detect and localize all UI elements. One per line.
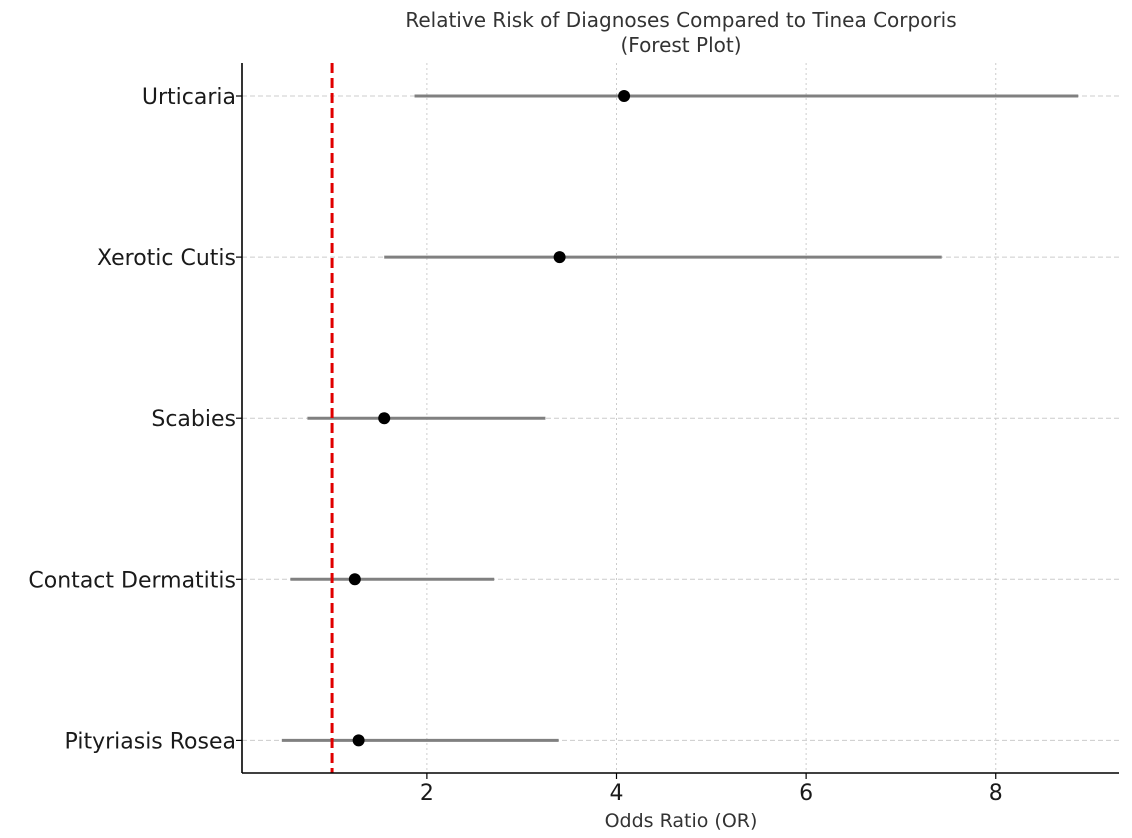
chart-title: Relative Risk of Diagnoses Compared to T… xyxy=(405,8,956,32)
tick-label-layer: Urticaria Xerotic Cutis Scabies Contact Der… xyxy=(28,85,1002,806)
point-scabies xyxy=(378,412,391,425)
x-tick-label-6: 6 xyxy=(799,781,813,806)
point-xerotic-cutis xyxy=(553,251,566,264)
point-layer xyxy=(348,90,631,747)
ci-layer xyxy=(281,94,1079,742)
point-urticaria xyxy=(618,90,631,102)
chart-subtitle: (Forest Plot) xyxy=(620,33,741,57)
point-contact-dermatitis xyxy=(348,573,361,586)
x-tick-label-8: 8 xyxy=(989,781,1003,806)
y-tick-label-urticaria: Urticaria xyxy=(142,85,236,110)
y-tick-label-xerotic-cutis: Xerotic Cutis xyxy=(97,246,236,271)
y-tick-label-pityriasis-rosea: Pityriasis Rosea xyxy=(65,729,236,754)
axis-layer xyxy=(236,63,1119,779)
y-tick-label-contact-dermatitis: Contact Dermatitis xyxy=(28,568,236,593)
x-tick-label-2: 2 xyxy=(420,781,434,806)
x-axis-label: Odds Ratio (OR) xyxy=(605,810,758,832)
y-tick-label-scabies: Scabies xyxy=(151,407,236,432)
x-tick-label-4: 4 xyxy=(610,781,624,806)
point-pityriasis-rosea xyxy=(352,734,365,747)
